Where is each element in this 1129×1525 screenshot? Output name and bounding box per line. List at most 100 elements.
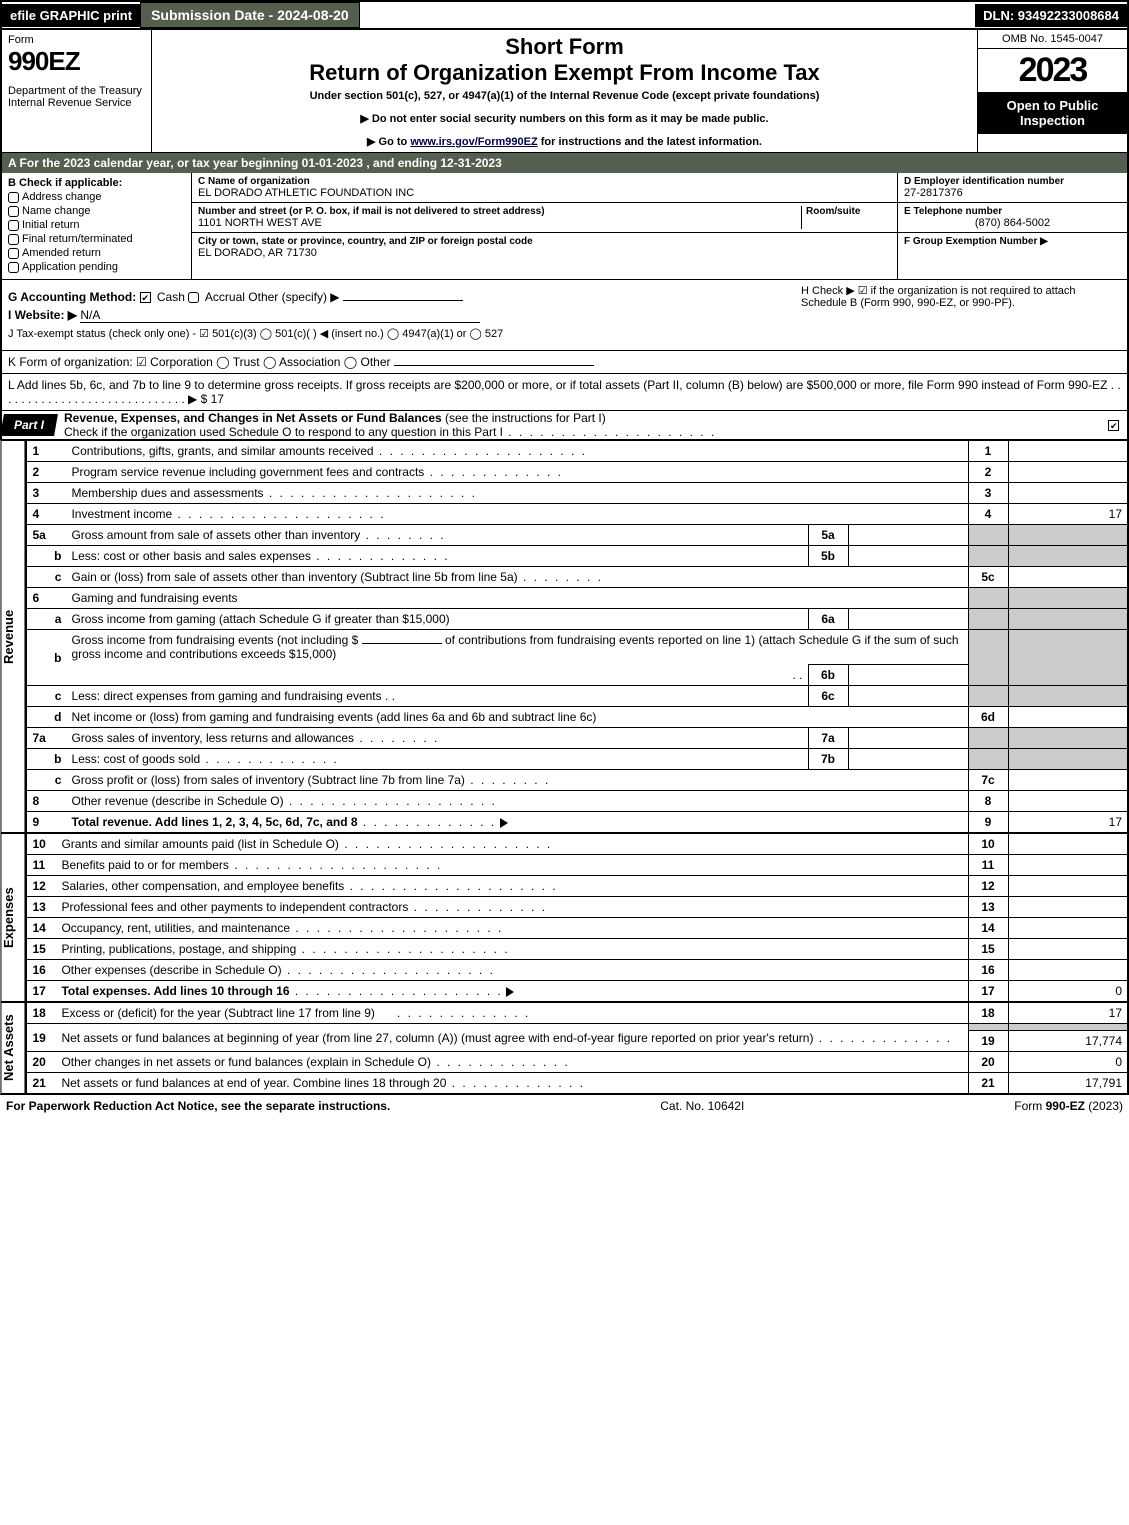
efile-label[interactable]: efile GRAPHIC print bbox=[2, 4, 140, 27]
row-2: 2Program service revenue including gover… bbox=[26, 462, 1128, 483]
line-i: I Website: ▶ N/A bbox=[8, 308, 1121, 323]
row-14: 14Occupancy, rent, utilities, and mainte… bbox=[26, 918, 1128, 939]
row-12: 12Salaries, other compensation, and empl… bbox=[26, 876, 1128, 897]
cb-name-change[interactable]: Name change bbox=[8, 205, 185, 217]
vlabel-revenue: Revenue bbox=[0, 440, 25, 833]
g-label: G Accounting Method: bbox=[8, 290, 136, 304]
form-number: 990EZ bbox=[8, 46, 145, 77]
other-specify-input[interactable] bbox=[343, 300, 463, 301]
part1-header: Part I Revenue, Expenses, and Changes in… bbox=[0, 410, 1129, 440]
netassets-block: Net Assets 18Excess or (deficit) for the… bbox=[0, 1002, 1129, 1094]
row-6d: dNet income or (loss) from gaming and fu… bbox=[26, 707, 1128, 728]
box-b-label: B Check if applicable: bbox=[8, 177, 185, 189]
row-8: 8Other revenue (describe in Schedule O)8 bbox=[26, 791, 1128, 812]
revenue-block: Revenue 1Contributions, gifts, grants, a… bbox=[0, 440, 1129, 833]
submission-date: Submission Date - 2024-08-20 bbox=[140, 2, 360, 28]
ghij-block: G Accounting Method: Cash Accrual Other … bbox=[0, 280, 1129, 351]
org-name-value: EL DORADO ATHLETIC FOUNDATION INC bbox=[198, 187, 891, 199]
cb-accrual[interactable] bbox=[188, 292, 199, 303]
ein-value: 27-2817376 bbox=[904, 187, 1121, 199]
city-row: City or town, state or province, country… bbox=[192, 233, 897, 262]
row-9: 9Total revenue. Add lines 1, 2, 3, 4, 5c… bbox=[26, 812, 1128, 833]
header-left: Form 990EZ Department of the Treasury In… bbox=[2, 30, 152, 152]
row-11: 11Benefits paid to or for members11 bbox=[26, 855, 1128, 876]
street-row: Number and street (or P. O. box, if mail… bbox=[192, 203, 897, 233]
org-name-label: C Name of organization bbox=[198, 176, 891, 187]
row-7c: cGross profit or (loss) from sales of in… bbox=[26, 770, 1128, 791]
cb-amended-return[interactable]: Amended return bbox=[8, 247, 185, 259]
org-name-row: C Name of organization EL DORADO ATHLETI… bbox=[192, 173, 897, 203]
tel-row: E Telephone number (870) 864-5002 bbox=[898, 203, 1127, 233]
line-j: J Tax-exempt status (check only one) - ☑… bbox=[8, 327, 1121, 340]
info-block: B Check if applicable: Address change Na… bbox=[0, 173, 1129, 280]
box-b: B Check if applicable: Address change Na… bbox=[2, 173, 192, 279]
k-text: K Form of organization: ☑ Corporation ◯ … bbox=[8, 355, 391, 369]
group-label: F Group Exemption Number ▶ bbox=[904, 236, 1121, 247]
row-15: 15Printing, publications, postage, and s… bbox=[26, 939, 1128, 960]
expenses-table: 10Grants and similar amounts paid (list … bbox=[25, 833, 1129, 1002]
page-footer: For Paperwork Reduction Act Notice, see … bbox=[0, 1094, 1129, 1117]
part1-tab: Part I bbox=[0, 414, 58, 436]
row-21: 21Net assets or fund balances at end of … bbox=[26, 1073, 1128, 1094]
row-16: 16Other expenses (describe in Schedule O… bbox=[26, 960, 1128, 981]
return-title: Return of Organization Exempt From Incom… bbox=[160, 60, 969, 86]
row-3: 3Membership dues and assessments3 bbox=[26, 483, 1128, 504]
k-other-input[interactable] bbox=[394, 365, 594, 366]
group-row: F Group Exemption Number ▶ bbox=[898, 233, 1127, 250]
cb-initial-return[interactable]: Initial return bbox=[8, 219, 185, 231]
form-label: Form bbox=[8, 34, 145, 46]
row-10: 10Grants and similar amounts paid (list … bbox=[26, 834, 1128, 855]
row-7b: bLess: cost of goods sold7b bbox=[26, 749, 1128, 770]
row-6a: aGross income from gaming (attach Schedu… bbox=[26, 609, 1128, 630]
arrow-icon bbox=[506, 987, 514, 997]
dln-label: DLN: 93492233008684 bbox=[975, 4, 1127, 27]
header-right: OMB No. 1545-0047 2023 Open to Public In… bbox=[977, 30, 1127, 152]
row-5b: bLess: cost or other basis and sales exp… bbox=[26, 546, 1128, 567]
ein-row: D Employer identification number 27-2817… bbox=[898, 173, 1127, 203]
footer-center: Cat. No. 10642I bbox=[390, 1099, 1014, 1113]
cb-final-return[interactable]: Final return/terminated bbox=[8, 233, 185, 245]
row-6c: cLess: direct expenses from gaming and f… bbox=[26, 686, 1128, 707]
row-20: 20Other changes in net assets or fund ba… bbox=[26, 1052, 1128, 1073]
row-6b-sub: . .6b bbox=[26, 665, 1128, 686]
vlabel-expenses: Expenses bbox=[0, 833, 25, 1002]
irs-link[interactable]: www.irs.gov/Form990EZ bbox=[410, 136, 537, 148]
expenses-block: Expenses 10Grants and similar amounts pa… bbox=[0, 833, 1129, 1002]
line-l: L Add lines 5b, 6c, and 7b to line 9 to … bbox=[0, 374, 1129, 410]
tax-year: 2023 bbox=[978, 49, 1127, 92]
netassets-table: 18Excess or (deficit) for the year (Subt… bbox=[25, 1002, 1129, 1094]
dept-label: Department of the Treasury Internal Reve… bbox=[8, 85, 145, 109]
row-19: 19Net assets or fund balances at beginni… bbox=[26, 1024, 1128, 1031]
line-h: H Check ▶ ☑ if the organization is not r… bbox=[801, 284, 1121, 309]
row-18: 18Excess or (deficit) for the year (Subt… bbox=[26, 1003, 1128, 1024]
vlabel-netassets: Net Assets bbox=[0, 1002, 25, 1094]
top-bar: efile GRAPHIC print Submission Date - 20… bbox=[0, 0, 1129, 30]
website-value: N/A bbox=[80, 308, 480, 323]
row-4: 4Investment income417 bbox=[26, 504, 1128, 525]
row-6b: bGross income from fundraising events (n… bbox=[26, 630, 1128, 665]
arrow-icon bbox=[500, 818, 508, 828]
row-6: 6Gaming and fundraising events bbox=[26, 588, 1128, 609]
goto-note: ▶ Go to www.irs.gov/Form990EZ for instru… bbox=[160, 135, 969, 148]
street-label: Number and street (or P. O. box, if mail… bbox=[198, 206, 801, 217]
street-value: 1101 NORTH WEST AVE bbox=[198, 217, 801, 229]
box-def: D Employer identification number 27-2817… bbox=[897, 173, 1127, 279]
row-13: 13Professional fees and other payments t… bbox=[26, 897, 1128, 918]
room-label: Room/suite bbox=[806, 206, 891, 217]
cb-cash[interactable] bbox=[140, 292, 151, 303]
row-7a: 7aGross sales of inventory, less returns… bbox=[26, 728, 1128, 749]
cb-address-change[interactable]: Address change bbox=[8, 191, 185, 203]
part1-check-text: Check if the organization used Schedule … bbox=[64, 425, 503, 439]
part1-check[interactable] bbox=[1108, 420, 1119, 431]
box-c: C Name of organization EL DORADO ATHLETI… bbox=[192, 173, 897, 279]
goto-post: for instructions and the latest informat… bbox=[538, 136, 762, 148]
cb-application-pending[interactable]: Application pending bbox=[8, 261, 185, 273]
tel-value: (870) 864-5002 bbox=[904, 217, 1121, 229]
footer-right: Form 990-EZ (2023) bbox=[1014, 1099, 1123, 1113]
row-5c: cGain or (loss) from sale of assets othe… bbox=[26, 567, 1128, 588]
revenue-table: 1Contributions, gifts, grants, and simil… bbox=[25, 440, 1129, 833]
short-form-title: Short Form bbox=[160, 34, 969, 60]
row-5a: 5aGross amount from sale of assets other… bbox=[26, 525, 1128, 546]
city-label: City or town, state or province, country… bbox=[198, 236, 891, 247]
open-public: Open to Public Inspection bbox=[978, 92, 1127, 134]
